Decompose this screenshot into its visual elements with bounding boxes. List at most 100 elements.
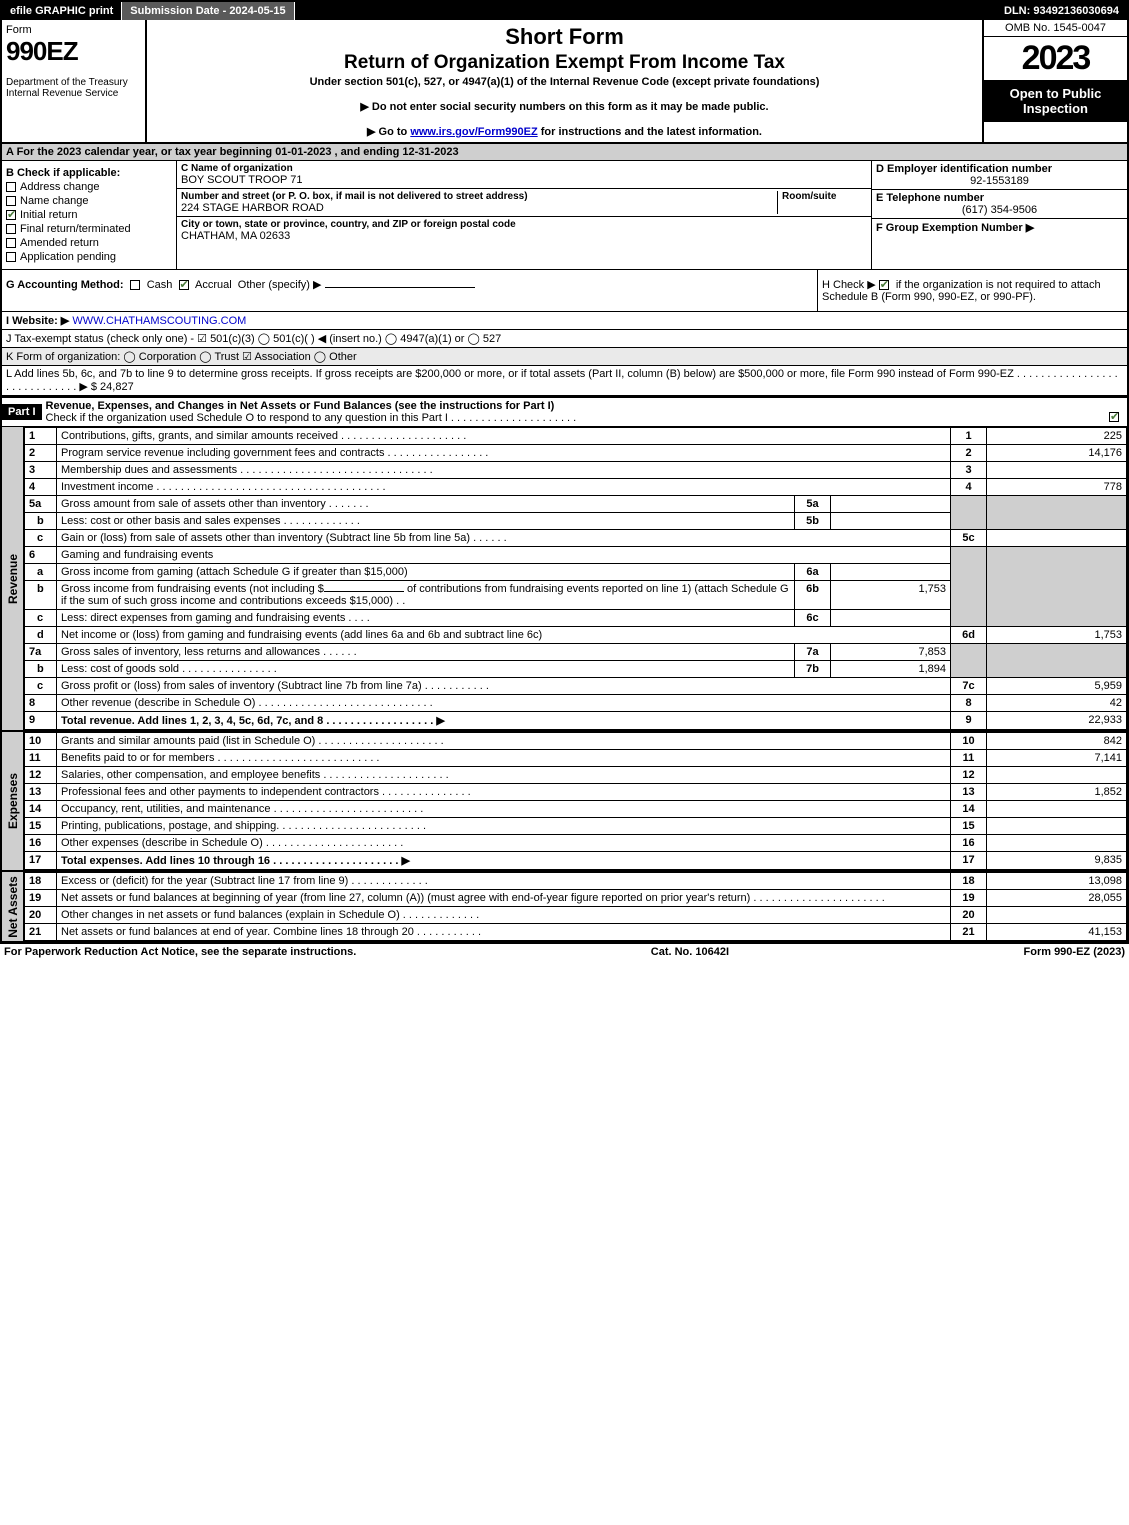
section-l-amount: 24,827 xyxy=(100,381,134,393)
checkbox-schedule-b[interactable] xyxy=(879,280,889,290)
form-container: efile GRAPHIC print Submission Date - 20… xyxy=(0,0,1129,943)
section-b-label: B Check if applicable: xyxy=(6,167,120,179)
opt-address-change: Address change xyxy=(20,181,100,193)
website-value[interactable]: WWW.CHATHAMSCOUTING.COM xyxy=(72,315,246,327)
open-to-public: Open to Public Inspection xyxy=(984,80,1127,122)
line-19-box: 19 xyxy=(951,890,987,907)
line-18-box: 18 xyxy=(951,873,987,890)
checkbox-address-change[interactable] xyxy=(6,182,16,192)
line-7a-num: 7a xyxy=(25,644,57,661)
ssn-warning: ▶ Do not enter social security numbers o… xyxy=(151,100,978,113)
line-12-num: 12 xyxy=(25,767,57,784)
group-exemption-label: F Group Exemption Number ▶ xyxy=(876,222,1034,234)
revenue-section: Revenue 1Contributions, gifts, grants, a… xyxy=(2,427,1127,730)
line-5b-text: Less: cost or other basis and sales expe… xyxy=(57,513,795,530)
line-4-text: Investment income . . . . . . . . . . . … xyxy=(57,479,951,496)
line-19-amt: 28,055 xyxy=(987,890,1127,907)
checkbox-name-change[interactable] xyxy=(6,196,16,206)
line-2-amt: 14,176 xyxy=(987,445,1127,462)
line-2-box: 2 xyxy=(951,445,987,462)
net-assets-vertical-label: Net Assets xyxy=(2,872,24,941)
line-13-text: Professional fees and other payments to … xyxy=(57,784,951,801)
line-6b-blank[interactable] xyxy=(324,591,404,592)
line-2-text: Program service revenue including govern… xyxy=(57,445,951,462)
shade-cell xyxy=(951,610,987,627)
line-19-num: 19 xyxy=(25,890,57,907)
line-1-amt: 225 xyxy=(987,428,1127,445)
shade-cell xyxy=(951,547,987,564)
form-ref-prefix: Form xyxy=(1024,946,1055,958)
line-10-box: 10 xyxy=(951,733,987,750)
ein-value: 92-1553189 xyxy=(876,175,1123,187)
department-label: Department of the Treasury Internal Reve… xyxy=(6,77,141,99)
line-7a-subamt: 7,853 xyxy=(831,644,951,661)
section-j: J Tax-exempt status (check only one) - ☑… xyxy=(2,330,1127,348)
phone-label: E Telephone number xyxy=(876,192,984,204)
form-number: 990EZ xyxy=(6,36,141,67)
opt-name-change: Name change xyxy=(20,195,89,207)
line-8-amt: 42 xyxy=(987,695,1127,712)
top-bar: efile GRAPHIC print Submission Date - 20… xyxy=(2,2,1127,20)
efile-label[interactable]: efile GRAPHIC print xyxy=(2,2,122,20)
org-name: BOY SCOUT TROOP 71 xyxy=(181,174,867,186)
line-18-amt: 13,098 xyxy=(987,873,1127,890)
line-6b-subamt: 1,753 xyxy=(831,581,951,610)
shade-cell xyxy=(951,644,987,661)
line-3-box: 3 xyxy=(951,462,987,479)
section-gh-row: G Accounting Method: Cash Accrual Other … xyxy=(2,270,1127,312)
website-label: I Website: ▶ xyxy=(6,315,69,327)
line-14-text: Occupancy, rent, utilities, and maintena… xyxy=(57,801,951,818)
line-5c-text: Gain or (loss) from sale of assets other… xyxy=(57,530,951,547)
line-6d-text: Net income or (loss) from gaming and fun… xyxy=(57,627,951,644)
line-20-text: Other changes in net assets or fund bala… xyxy=(57,907,951,924)
line-3-num: 3 xyxy=(25,462,57,479)
line-9-amt: 22,933 xyxy=(987,712,1127,730)
line-11-text: Benefits paid to or for members . . . . … xyxy=(57,750,951,767)
line-17-box: 17 xyxy=(951,852,987,870)
line-6a-subamt xyxy=(831,564,951,581)
goto-suffix: for instructions and the latest informat… xyxy=(538,126,762,138)
line-16-amt xyxy=(987,835,1127,852)
line-7b-sub: 7b xyxy=(795,661,831,678)
line-7c-amt: 5,959 xyxy=(987,678,1127,695)
form-ref-num: 990-EZ xyxy=(1054,946,1090,958)
section-bcd: B Check if applicable: Address change Na… xyxy=(2,161,1127,270)
line-5b-sub: 5b xyxy=(795,513,831,530)
checkbox-schedule-o[interactable] xyxy=(1109,412,1119,422)
line-13-num: 13 xyxy=(25,784,57,801)
checkbox-initial-return[interactable] xyxy=(6,210,16,220)
line-14-amt xyxy=(987,801,1127,818)
page-footer: For Paperwork Reduction Act Notice, see … xyxy=(0,943,1129,960)
line-5a-text: Gross amount from sale of assets other t… xyxy=(57,496,795,513)
form-header: Form 990EZ Department of the Treasury In… xyxy=(2,20,1127,144)
checkbox-final-return[interactable] xyxy=(6,224,16,234)
shade-cell xyxy=(987,610,1127,627)
checkbox-application-pending[interactable] xyxy=(6,252,16,262)
line-7a-text: Gross sales of inventory, less returns a… xyxy=(57,644,795,661)
line-6a-sub: 6a xyxy=(795,564,831,581)
line-21-amt: 41,153 xyxy=(987,924,1127,941)
line-18-num: 18 xyxy=(25,873,57,890)
checkbox-amended[interactable] xyxy=(6,238,16,248)
checkbox-accrual[interactable] xyxy=(179,280,189,290)
line-5b-num: b xyxy=(25,513,57,530)
section-a: A For the 2023 calendar year, or tax yea… xyxy=(2,144,1127,161)
line-4-num: 4 xyxy=(25,479,57,496)
line-9-text: Total revenue. Add lines 1, 2, 3, 4, 5c,… xyxy=(61,715,445,727)
shade-cell xyxy=(987,661,1127,678)
line-6b-text: Gross income from fundraising events (no… xyxy=(57,581,795,610)
other-specify-line[interactable] xyxy=(325,287,475,288)
expenses-section: Expenses 10Grants and similar amounts pa… xyxy=(2,730,1127,870)
checkbox-cash[interactable] xyxy=(130,280,140,290)
line-6c-subamt xyxy=(831,610,951,627)
net-assets-label-text: Net Assets xyxy=(6,876,20,938)
section-h-prefix: H Check ▶ xyxy=(822,279,879,291)
line-9-box: 9 xyxy=(951,712,987,730)
line-7b-num: b xyxy=(25,661,57,678)
dln-label: DLN: 93492136030694 xyxy=(996,2,1127,20)
city-label: City or town, state or province, country… xyxy=(181,219,867,230)
net-assets-section: Net Assets 18Excess or (deficit) for the… xyxy=(2,870,1127,941)
irs-link[interactable]: www.irs.gov/Form990EZ xyxy=(410,126,537,138)
line-13-box: 13 xyxy=(951,784,987,801)
line-6c-num: c xyxy=(25,610,57,627)
